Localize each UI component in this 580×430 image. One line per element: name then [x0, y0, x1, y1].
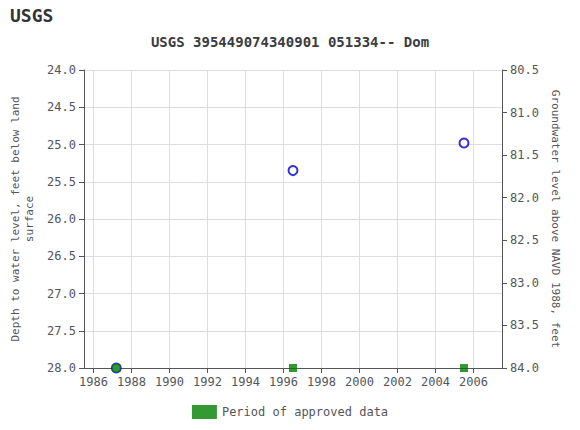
svg-text:26.5: 26.5: [47, 249, 76, 263]
svg-text:1996: 1996: [269, 375, 298, 389]
svg-text:1992: 1992: [193, 375, 222, 389]
svg-text:USGS 395449074340901 051334--: USGS 395449074340901 051334-- Dom: [151, 34, 429, 50]
svg-text:24.0: 24.0: [47, 63, 76, 77]
svg-text:82.5: 82.5: [510, 233, 539, 247]
svg-text:81.5: 81.5: [510, 148, 539, 162]
svg-text:27.0: 27.0: [47, 287, 76, 301]
svg-text:27.5: 27.5: [47, 324, 76, 338]
svg-text:2000: 2000: [345, 375, 374, 389]
svg-text:2002: 2002: [383, 375, 412, 389]
svg-text:83.5: 83.5: [510, 318, 539, 332]
svg-text:83.0: 83.0: [510, 276, 539, 290]
svg-text:1988: 1988: [117, 375, 146, 389]
svg-text:25.5: 25.5: [47, 175, 76, 189]
svg-text:surface: surface: [23, 196, 36, 242]
svg-text:2006: 2006: [459, 375, 488, 389]
svg-text:80.5: 80.5: [510, 63, 539, 77]
svg-text:26.0: 26.0: [47, 212, 76, 226]
svg-text:1998: 1998: [307, 375, 336, 389]
svg-text:81.0: 81.0: [510, 106, 539, 120]
svg-text:28.0: 28.0: [47, 361, 76, 375]
svg-text:1990: 1990: [155, 375, 184, 389]
svg-text:2004: 2004: [421, 375, 450, 389]
svg-text:25.0: 25.0: [47, 138, 76, 152]
svg-text:24.5: 24.5: [47, 100, 76, 114]
svg-text:1994: 1994: [231, 375, 260, 389]
svg-text:Depth to water level, feet bel: Depth to water level, feet below land: [9, 96, 22, 341]
svg-text:Period of approved data: Period of approved data: [222, 405, 388, 419]
svg-text:Groundwater level above NAVD 1: Groundwater level above NAVD 1988, feet: [549, 90, 562, 348]
svg-text:1986: 1986: [79, 375, 108, 389]
svg-text:84.0: 84.0: [510, 361, 539, 375]
svg-text:USGS: USGS: [10, 5, 53, 26]
svg-text:82.0: 82.0: [510, 191, 539, 205]
